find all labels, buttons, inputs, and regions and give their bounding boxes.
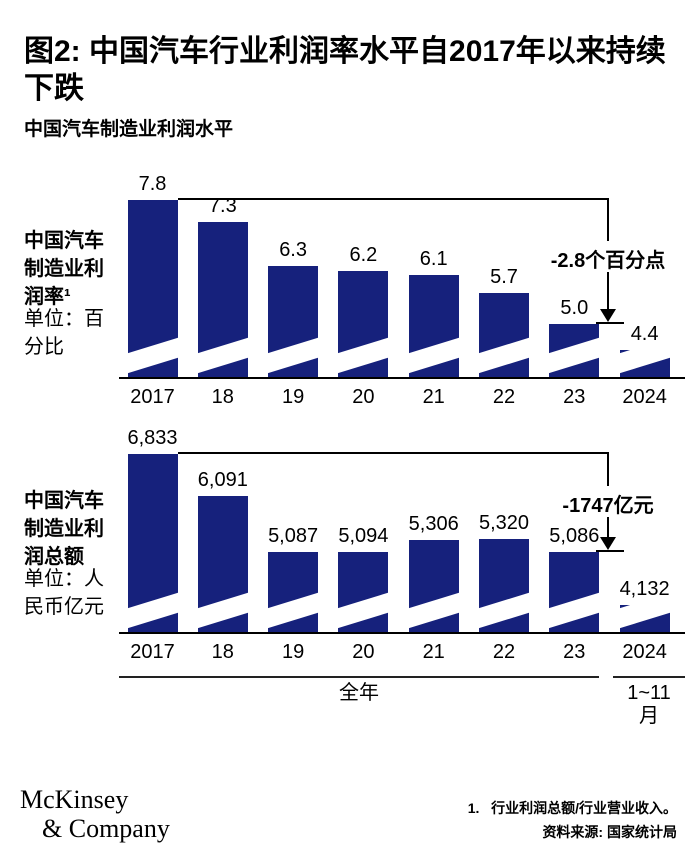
x-tick-label: 2017 bbox=[130, 641, 175, 663]
x-axis-line bbox=[119, 632, 685, 634]
x-tick-label: 23 bbox=[563, 641, 586, 663]
full-year-label: 全年 bbox=[339, 682, 379, 704]
x-tick-label: 2024 bbox=[622, 386, 667, 408]
axis-break-slash bbox=[127, 591, 178, 629]
axis-break-slash bbox=[549, 336, 600, 374]
axis-break-slash bbox=[408, 591, 459, 629]
bar-value-label: 4,132 bbox=[619, 578, 670, 600]
x-tick-label: 21 bbox=[422, 386, 445, 408]
axis-break-slash bbox=[197, 591, 248, 629]
annotation-target-tick bbox=[596, 322, 624, 324]
x-tick-label: 21 bbox=[422, 641, 445, 663]
x-tick-label: 22 bbox=[492, 386, 516, 408]
axis-break-slash bbox=[197, 336, 248, 374]
figure-subtitle: 中国汽车制造业利润水平 bbox=[24, 119, 234, 140]
profit-margin-chart: 中国汽车制造业利润率¹ 单位：百分比 7.8 2017 7.3 18 6.3 19 6.2 2… bbox=[0, 160, 700, 420]
logo-line-1: McKinsey bbox=[20, 785, 129, 814]
mckinsey-logo: McKinsey & Company bbox=[20, 785, 170, 843]
bar-value-label: 5,094 bbox=[338, 525, 389, 547]
bar bbox=[268, 552, 319, 632]
x-tick-label: 23 bbox=[563, 386, 586, 408]
x-tick-label: 22 bbox=[492, 641, 516, 663]
bar bbox=[197, 496, 248, 632]
bar bbox=[549, 324, 600, 377]
bar-value-label: 5,320 bbox=[478, 512, 530, 534]
axis-break-slash bbox=[479, 336, 529, 374]
x-tick-label: 2017 bbox=[130, 386, 175, 408]
axis-break-slash bbox=[619, 605, 670, 629]
bar-value-label: 5,087 bbox=[268, 525, 319, 547]
axis-break-slash bbox=[408, 336, 459, 374]
bar-value-label: 7.3 bbox=[208, 195, 237, 217]
bar-value-label: 5.7 bbox=[490, 266, 518, 288]
profit-margin-side-title: 中国汽车制造业利润率¹ bbox=[24, 230, 104, 308]
bar bbox=[338, 552, 389, 632]
footnote-text: 1. 行业利润总额/行业营业收入。 bbox=[467, 800, 677, 816]
profit-total-unit-label: 单位：人民币亿元 bbox=[24, 568, 104, 618]
bar-value-label: 5,086 bbox=[549, 525, 600, 547]
bar bbox=[619, 605, 670, 632]
bar bbox=[197, 222, 248, 377]
annotation-reference-line bbox=[177, 198, 608, 200]
bar-value-label: 6.3 bbox=[279, 239, 307, 261]
annotation-label: -2.8个百分点 bbox=[550, 250, 666, 272]
x-tick-label: 20 bbox=[352, 641, 375, 663]
axis-break-slash bbox=[338, 591, 389, 629]
profit-total-chart: 中国汽车制造业利润总额 单位：人民币亿元 6,833 2017 6,091 18 5,0… bbox=[0, 420, 700, 732]
x-tick-label: 18 bbox=[211, 386, 234, 408]
bar bbox=[127, 200, 178, 377]
arrow-down-icon bbox=[600, 309, 616, 322]
bar-value-label: 6.1 bbox=[419, 248, 448, 270]
axis-break-slash bbox=[619, 350, 670, 374]
x-tick-label: 19 bbox=[281, 641, 305, 663]
x-tick-label: 2024 bbox=[622, 641, 667, 663]
bar-value-label: 6,091 bbox=[197, 469, 248, 491]
axis-break-slash bbox=[268, 591, 319, 629]
partial-year-axis-line bbox=[613, 676, 685, 678]
bar bbox=[549, 552, 600, 632]
annotation-arrow-shaft bbox=[607, 272, 609, 310]
source-text: 资料来源: 国家统计局 bbox=[542, 824, 677, 840]
profit-total-side-title: 中国汽车制造业利润总额 bbox=[24, 490, 104, 568]
logo-line-2: & Company bbox=[42, 814, 170, 843]
profit-total-plot: 6,833 2017 6,091 18 5,087 19 5,094 20 5,306 21 5,3… bbox=[0, 420, 700, 732]
annotation-reference-line bbox=[177, 452, 608, 455]
bar-value-label: 6,833 bbox=[127, 427, 178, 449]
axis-break-slash bbox=[479, 591, 529, 629]
x-axis-line bbox=[119, 377, 685, 379]
annotation-label: -1747亿元 bbox=[562, 495, 654, 517]
bar-value-label: 5,306 bbox=[408, 513, 459, 535]
axis-break-slash bbox=[338, 336, 389, 374]
full-year-axis-line bbox=[119, 676, 599, 678]
bar-value-label: 6.2 bbox=[349, 244, 378, 266]
bar-value-label: 7.8 bbox=[138, 173, 167, 195]
x-tick-label: 19 bbox=[281, 386, 305, 408]
profit-margin-plot: 7.8 2017 7.3 18 6.3 19 6.2 20 6.1 21 5.7 22 5.0 23 4.4… bbox=[0, 160, 700, 420]
bar bbox=[268, 266, 319, 377]
axis-break-slash bbox=[268, 336, 319, 374]
bar bbox=[619, 350, 670, 377]
footnotes-block: 1. 行业利润总额/行业营业收入。 资料来源: 国家统计局 bbox=[468, 796, 677, 844]
partial-year-label: 1~11月 bbox=[627, 682, 671, 727]
bar bbox=[479, 539, 529, 632]
annotation-arrow-shaft bbox=[607, 517, 609, 538]
bar-value-label: 5.0 bbox=[560, 297, 589, 319]
profit-margin-unit-label: 单位：百分比 bbox=[24, 308, 104, 358]
x-tick-label: 18 bbox=[211, 641, 234, 663]
bar bbox=[408, 275, 459, 377]
axis-break-slash bbox=[549, 591, 600, 629]
bar bbox=[479, 293, 529, 377]
annotation-vertical-line bbox=[607, 198, 609, 241]
axis-break-slash bbox=[127, 336, 178, 374]
annotation-target-tick bbox=[596, 550, 624, 552]
bar bbox=[408, 540, 459, 632]
bar-value-label: 4.4 bbox=[630, 323, 659, 345]
bar bbox=[127, 454, 178, 632]
annotation-vertical-line bbox=[607, 452, 609, 486]
bar bbox=[338, 271, 389, 377]
x-tick-label: 20 bbox=[352, 386, 375, 408]
figure-title: 图2: 中国汽车行业利润率水平自2017年以来持续下跌 bbox=[24, 35, 666, 105]
arrow-down-icon bbox=[600, 537, 616, 550]
